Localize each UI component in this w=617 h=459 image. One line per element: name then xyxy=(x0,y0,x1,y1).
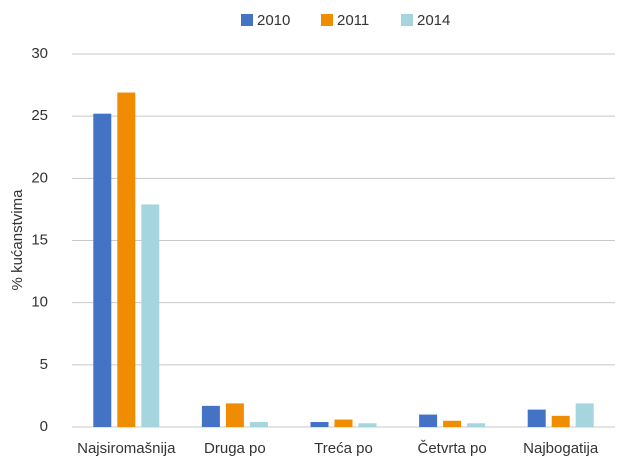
bar xyxy=(443,420,462,427)
bar xyxy=(551,415,570,427)
legend-label: 2014 xyxy=(417,12,450,29)
x-tick-label: Najbogatija xyxy=(523,440,599,457)
bar xyxy=(141,204,160,427)
bar xyxy=(334,419,353,427)
legend-label: 2010 xyxy=(257,12,290,29)
x-tick-label: Najsiromašnija xyxy=(77,440,176,457)
bar xyxy=(527,409,546,427)
bar xyxy=(310,422,329,427)
bar xyxy=(358,423,377,427)
x-tick-label: Četvrta po xyxy=(417,440,486,457)
bar xyxy=(249,422,268,427)
bar xyxy=(225,403,244,427)
y-tick-label: 30 xyxy=(31,45,48,62)
bar xyxy=(419,414,438,427)
y-axis-label: % kućanstvima xyxy=(9,189,26,291)
bar xyxy=(201,405,220,427)
bar xyxy=(93,113,112,428)
bar xyxy=(117,92,136,427)
bar xyxy=(575,403,594,427)
y-tick-label: 20 xyxy=(31,169,48,186)
legend-swatch xyxy=(401,14,413,26)
legend-swatch xyxy=(321,14,333,26)
legend-swatch xyxy=(241,14,253,26)
x-tick-label: Treća po xyxy=(314,440,373,457)
y-tick-label: 25 xyxy=(31,107,48,124)
y-tick-label: 15 xyxy=(31,231,48,248)
x-tick-label: Druga po xyxy=(204,440,266,457)
legend-label: 2011 xyxy=(337,12,369,29)
bar xyxy=(467,423,486,427)
y-tick-label: 0 xyxy=(40,418,48,435)
y-tick-label: 5 xyxy=(40,356,48,373)
y-tick-label: 10 xyxy=(31,294,48,311)
